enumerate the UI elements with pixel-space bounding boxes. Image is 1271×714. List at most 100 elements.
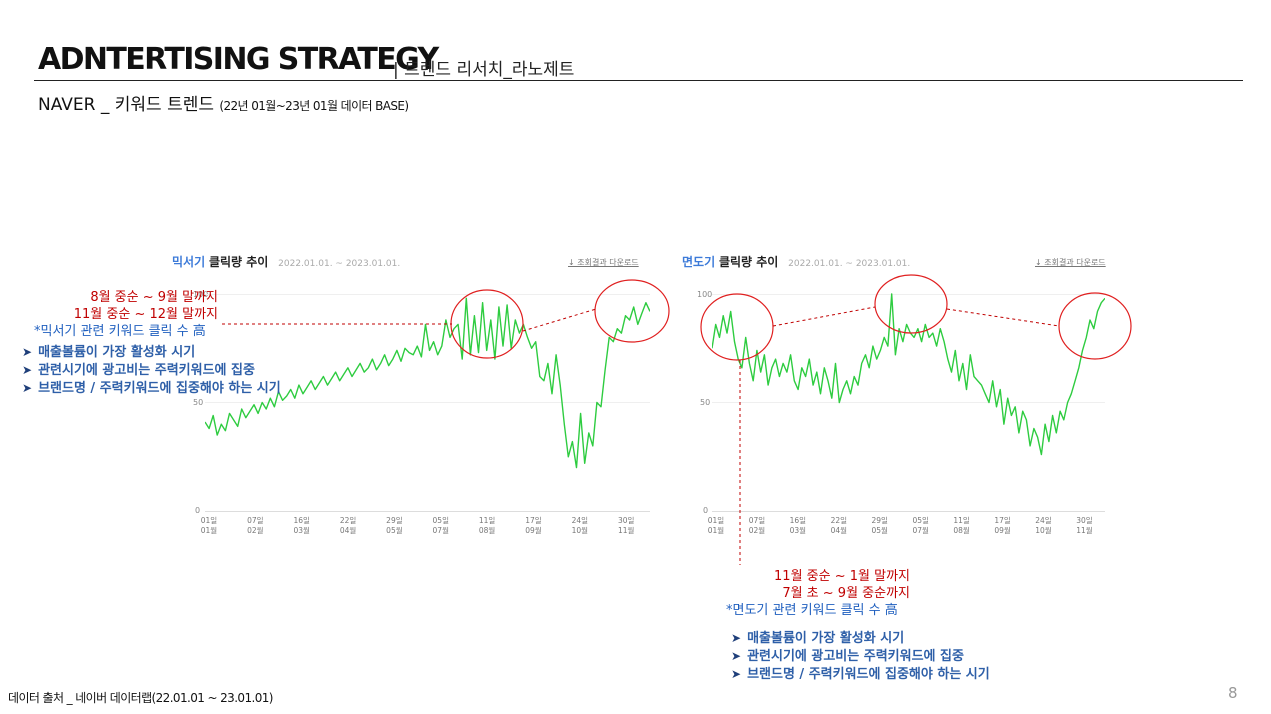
shaver-bullet-3: ➤ 브랜드명 / 주력키워드에 집중해야 하는 시기 [731,667,990,682]
chart1-xtick: 07일 02월 [243,516,267,536]
chart1-xtick: 01일 01월 [197,516,221,536]
xtick-month: 11월 [617,526,635,535]
highlight-circle-shaver-jan [700,293,774,361]
shaver-period-1: 11월 중순 ~ 1월 말까지 [774,569,910,584]
chart2-header: 면도기 클릭량 추이 2022.01.01. ~ 2023.01.01. [682,253,910,270]
arrow-bullet-icon: ➤ [22,363,33,377]
xtick-month: 02월 [748,526,766,535]
xtick-month: 09월 [994,526,1011,535]
xtick-day: 07일 [247,516,264,525]
chart1-xtick: 11일 08월 [475,516,499,536]
chart1-plot [205,297,650,469]
mixer-bullet-1: ➤ 매출볼륨이 가장 활성화 시기 [22,345,196,360]
chart2-gridline-mid [712,402,1105,403]
page-subtitle: | 트렌드 리서치_라노제트 [393,60,575,80]
highlight-circle-shaver-jul [874,274,948,334]
chart2-xtick: 17일 09월 [991,516,1015,536]
xtick-month: 07월 [432,526,449,535]
xtick-month: 08월 [478,526,496,535]
chart1-xtick: 30일 11월 [614,516,638,536]
section-period: (22년 01월~23년 01월 데이터 BASE) [219,99,409,113]
xtick-month: 05월 [871,526,888,535]
xtick-month: 10월 [571,526,589,535]
xtick-day: 22일 [339,516,357,525]
xtick-month: 02월 [247,526,264,535]
xtick-day: 30일 [617,516,635,525]
chart1-axis [205,511,650,512]
connector-mixer-between [522,308,597,332]
xtick-day: 22일 [830,516,848,525]
xtick-day: 05일 [912,516,929,525]
chart1-xtick: 29일 05월 [382,516,406,536]
xtick-day: 29일 [386,516,403,525]
chart2-download-link[interactable]: ↓ 조회결과 다운로드 [1035,258,1106,267]
xtick-day: 16일 [293,516,310,525]
chart2-xtick: 16일 03월 [786,516,810,536]
xtick-day: 17일 [994,516,1011,525]
chart1-xtick: 17일 09월 [521,516,545,536]
xtick-month: 01월 [200,526,218,535]
xtick-day: 24일 [571,516,589,525]
shaver-note: *면도기 관련 키워드 클릭 수 高 [726,603,898,618]
xtick-month: 07월 [912,526,929,535]
xtick-month: 05월 [386,526,403,535]
chart1-series-line [205,297,650,469]
xtick-month: 09월 [525,526,542,535]
xtick-day: 11일 [953,516,970,525]
xtick-day: 01일 [200,516,218,525]
chart1-ytick-100: 100 [193,290,209,299]
chart1-xtick: 16일 03월 [290,516,314,536]
arrow-bullet-icon: ➤ [22,381,33,395]
chart2-xtick: 01일 01월 [704,516,728,536]
connector-shaver-b [946,308,1060,327]
xtick-month: 10월 [1035,526,1052,535]
connector-shaver-a [772,306,876,327]
title-divider [34,80,1243,81]
data-source-note: 데이터 출처 _ 네이버 데이터랩(22.01.01 ~ 23.01.01) [8,691,273,705]
chart2-xtick: 29일 05월 [868,516,892,536]
chart1-header: 믹서기 클릭량 추이 2022.01.01. ~ 2023.01.01. [172,253,400,270]
xtick-day: 11일 [478,516,496,525]
chart1-range: 2022.01.01. ~ 2023.01.01. [278,259,401,269]
chart2-xtick: 30일 11월 [1072,516,1096,536]
chart1-xtick: 05일 07월 [429,516,453,536]
xtick-day: 01일 [707,516,725,525]
chart2-ytick-0: 0 [703,506,709,515]
chart2-xtick: 24일 10월 [1032,516,1056,536]
xtick-month: 11월 [1076,526,1093,535]
chart2-range: 2022.01.01. ~ 2023.01.01. [788,259,911,269]
shaver-bullet-1: ➤ 매출볼륨이 가장 활성화 시기 [731,631,905,646]
page-number: 8 [1228,684,1238,702]
highlight-circle-mixer-nov [594,279,670,343]
arrow-bullet-icon: ➤ [731,667,742,681]
arrow-bullet-icon: ➤ [731,631,742,645]
mixer-note: *믹서기 관련 키워드 클릭 수 高 [34,324,206,339]
chart2-ytick-50: 50 [700,398,711,407]
xtick-month: 04월 [830,526,848,535]
chart2-xtick: 05일 07월 [909,516,933,536]
section-heading: NAVER _ 키워드 트렌드 (22년 01월~23년 01월 데이터 BAS… [38,90,409,115]
chart1-download-link[interactable]: ↓ 조회결과 다운로드 [568,258,639,267]
chart2-label: 클릭량 추이 [718,255,779,269]
mixer-bullet-2: ➤ 관련시기에 광고비는 주력키워드에 집중 [22,363,255,378]
chart1-xtick: 24일 10월 [568,516,592,536]
chart1-ytick-0: 0 [195,506,201,515]
arrow-bullet-icon: ➤ [22,345,33,359]
chart2-gridline-top [712,294,1105,295]
section-title: NAVER _ 키워드 트렌드 [38,95,214,115]
chart2-series-line [712,293,1105,456]
xtick-month: 03월 [293,526,310,535]
chart1-gridline-top [205,294,650,295]
xtick-day: 16일 [789,516,807,525]
chart2-xtick: 22일 04월 [827,516,851,536]
chart2-plot [712,293,1105,456]
xtick-month: 03월 [789,526,807,535]
chart1-xtick: 22일 04월 [336,516,360,536]
chart1-keyword: 믹서기 [172,255,206,269]
xtick-day: 05일 [432,516,449,525]
xtick-day: 30일 [1076,516,1093,525]
xtick-day: 17일 [525,516,542,525]
arrow-bullet-icon: ➤ [731,649,742,663]
xtick-day: 07일 [748,516,766,525]
